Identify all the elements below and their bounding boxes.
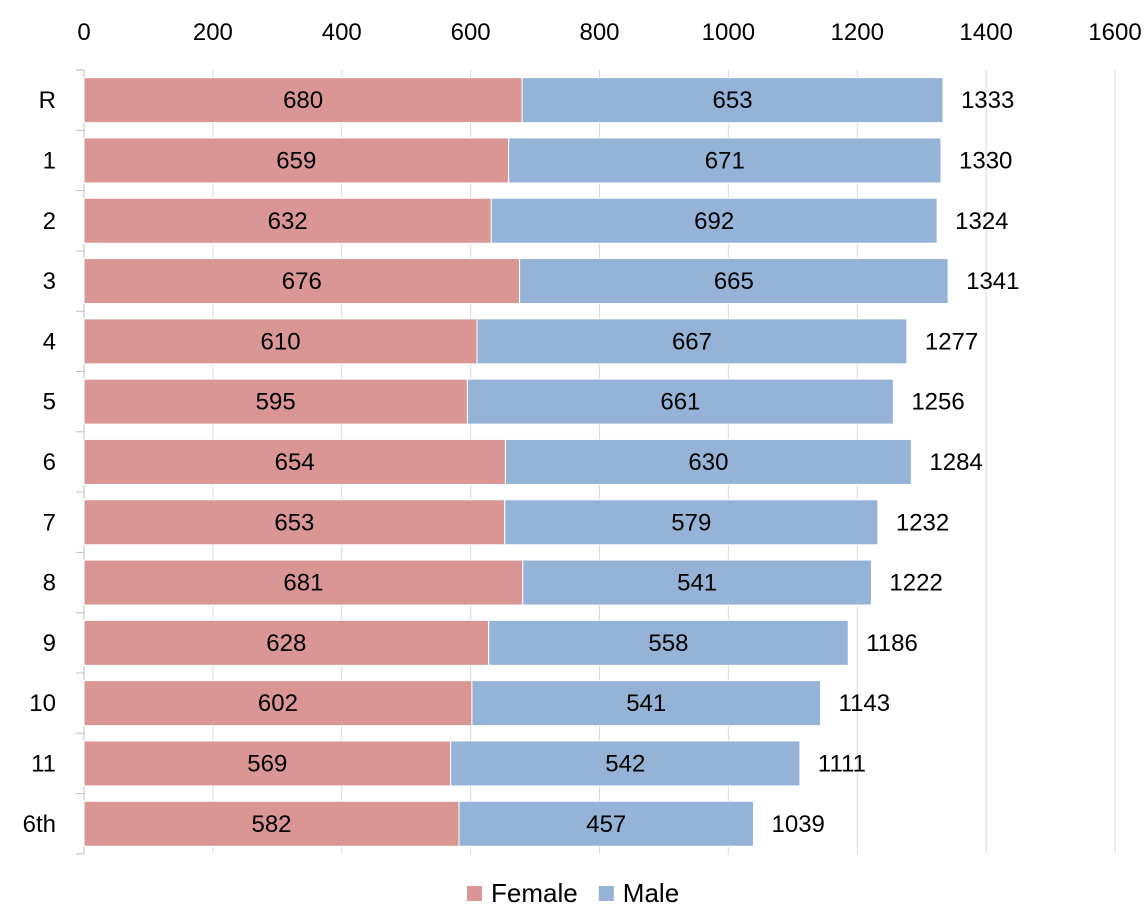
category-label: 3 <box>43 268 56 295</box>
data-label-female: 595 <box>256 389 296 416</box>
total-label: 1186 <box>866 630 918 657</box>
bar-male <box>476 318 908 365</box>
bar-female <box>83 800 460 847</box>
x-tick-label: 200 <box>193 19 233 46</box>
data-label-female: 628 <box>266 630 306 657</box>
total-label: 1111 <box>818 750 866 777</box>
legend-swatch-female <box>467 886 482 901</box>
bar-female <box>83 559 524 606</box>
category-label: 2 <box>43 208 56 235</box>
bar-male <box>508 137 942 184</box>
legend-label-female: Female <box>491 878 578 908</box>
data-label-male: 558 <box>648 630 688 657</box>
bar-male <box>504 438 912 485</box>
bar-male <box>519 258 949 305</box>
total-label: 1232 <box>896 509 949 536</box>
x-tick-label: 400 <box>322 19 362 46</box>
legend: Female Male <box>467 878 679 908</box>
category-label: 5 <box>43 389 56 416</box>
x-tick-label: 1400 <box>959 19 1012 46</box>
data-label-female: 610 <box>261 328 301 355</box>
bar-female <box>83 499 506 546</box>
legend-label-male: Male <box>623 878 679 908</box>
data-label-female: 676 <box>282 268 322 295</box>
legend-swatch-male <box>598 886 614 901</box>
bar-female <box>83 258 521 305</box>
bar-female <box>83 77 523 124</box>
total-label: 1341 <box>966 268 1019 295</box>
bar-female <box>83 318 478 365</box>
x-tick-label: 1200 <box>831 19 884 46</box>
data-label-female: 602 <box>258 690 298 717</box>
bar-male <box>450 740 801 787</box>
bar-male <box>490 197 938 244</box>
y-axis-categories: R 1 2 3 4 5 6 7 8 9 10 11 6th <box>23 87 56 838</box>
data-label-female: 582 <box>251 811 291 838</box>
total-label: 1277 <box>925 328 978 355</box>
total-label: 1330 <box>959 147 1012 174</box>
bar-female <box>83 378 468 425</box>
data-label-female: 680 <box>283 87 323 114</box>
total-label: 1284 <box>929 449 982 476</box>
bar-male <box>466 378 894 425</box>
data-label-female: 653 <box>274 509 314 536</box>
total-label: 1039 <box>772 811 825 838</box>
total-label: 1222 <box>889 570 942 597</box>
x-tick-label: 600 <box>451 19 491 46</box>
data-label-male: 692 <box>694 208 734 235</box>
category-label: 7 <box>43 509 56 536</box>
data-label-male: 665 <box>714 268 754 295</box>
bar-male <box>521 77 944 124</box>
x-tick-label: 0 <box>77 19 90 46</box>
category-label: 11 <box>31 750 56 777</box>
data-label-female: 569 <box>247 750 287 777</box>
x-tick-label: 800 <box>579 19 619 46</box>
bar-male <box>504 499 879 546</box>
bar-male <box>522 559 872 606</box>
data-label-male: 541 <box>626 690 666 717</box>
bar-female <box>83 680 473 727</box>
category-label: 4 <box>43 328 56 355</box>
category-label: R <box>39 87 56 114</box>
bars <box>83 77 949 847</box>
total-label: 1333 <box>961 87 1014 114</box>
total-label: 1256 <box>911 389 964 416</box>
data-label-female: 654 <box>275 449 315 476</box>
bar-female <box>83 438 506 485</box>
x-axis-ticks: 0 200 400 600 800 1000 1200 1400 1600 <box>77 19 1141 46</box>
data-label-male: 653 <box>713 87 753 114</box>
category-label: 1 <box>43 147 56 174</box>
data-label-female: 681 <box>283 570 323 597</box>
data-labels: 680 653 1333 659 671 1330 632 692 1324 676 665 1341… <box>247 87 1019 838</box>
bar-male <box>458 800 755 847</box>
bar-female <box>83 740 452 787</box>
data-label-male: 671 <box>705 147 745 174</box>
x-tick-label: 1000 <box>702 19 755 46</box>
bar-female <box>83 197 492 244</box>
x-tick-label: 1600 <box>1088 19 1141 46</box>
total-label: 1324 <box>955 208 1008 235</box>
data-label-male: 630 <box>688 449 728 476</box>
data-label-male: 541 <box>677 570 717 597</box>
data-label-male: 457 <box>586 811 626 838</box>
category-label: 8 <box>43 570 56 597</box>
category-label: 10 <box>29 690 56 717</box>
data-label-male: 542 <box>605 750 645 777</box>
bar-male <box>471 680 822 727</box>
data-label-male: 667 <box>672 328 712 355</box>
data-label-female: 632 <box>268 208 308 235</box>
category-label: 6th <box>23 811 56 838</box>
data-label-female: 659 <box>276 147 316 174</box>
category-label: 6 <box>43 449 56 476</box>
total-label: 1143 <box>839 690 891 717</box>
data-label-male: 579 <box>671 509 711 536</box>
category-label: 9 <box>43 630 56 657</box>
bar-female <box>83 137 510 184</box>
data-label-male: 661 <box>660 389 700 416</box>
bar-male <box>488 619 849 666</box>
